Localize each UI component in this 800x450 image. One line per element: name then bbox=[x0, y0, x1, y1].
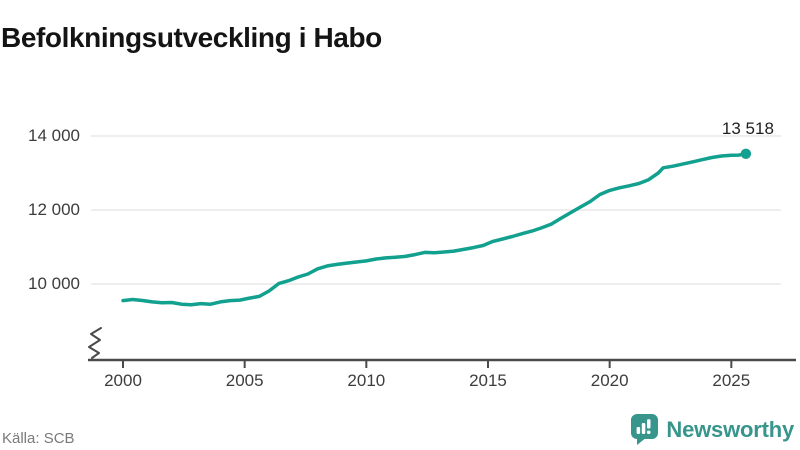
newsworthy-wordmark: Newsworthy bbox=[666, 417, 794, 442]
end-value-label: 13 518 bbox=[721, 118, 774, 138]
x-axis-tick-label: 2015 bbox=[469, 371, 507, 390]
x-axis-tick-label: 2010 bbox=[347, 371, 386, 390]
population-line bbox=[121, 152, 748, 307]
y-axis-tick-label: 12 000 bbox=[28, 200, 80, 219]
axis-break-icon bbox=[88, 327, 102, 359]
x-axis-tick-label: 2020 bbox=[590, 371, 629, 390]
newsworthy-icon bbox=[631, 414, 659, 445]
source-label: Källa: SCB bbox=[2, 430, 75, 447]
chart-title: Befolkningsutveckling i Habo bbox=[1, 21, 382, 53]
line-end-dot bbox=[740, 148, 752, 159]
x-axis-ticks bbox=[122, 360, 733, 368]
newsworthy-logo: Newsworthy bbox=[631, 414, 794, 445]
x-axis-tick-label: 2025 bbox=[712, 371, 751, 390]
y-axis-tick-label: 10 000 bbox=[28, 274, 80, 293]
x-axis-tick-label: 2005 bbox=[225, 371, 264, 390]
mini-bar-chart-icon bbox=[637, 419, 651, 434]
y-axis-tick-label: 14 000 bbox=[28, 126, 80, 145]
gridlines bbox=[91, 135, 781, 285]
x-axis-tick-label: 2000 bbox=[104, 371, 142, 390]
